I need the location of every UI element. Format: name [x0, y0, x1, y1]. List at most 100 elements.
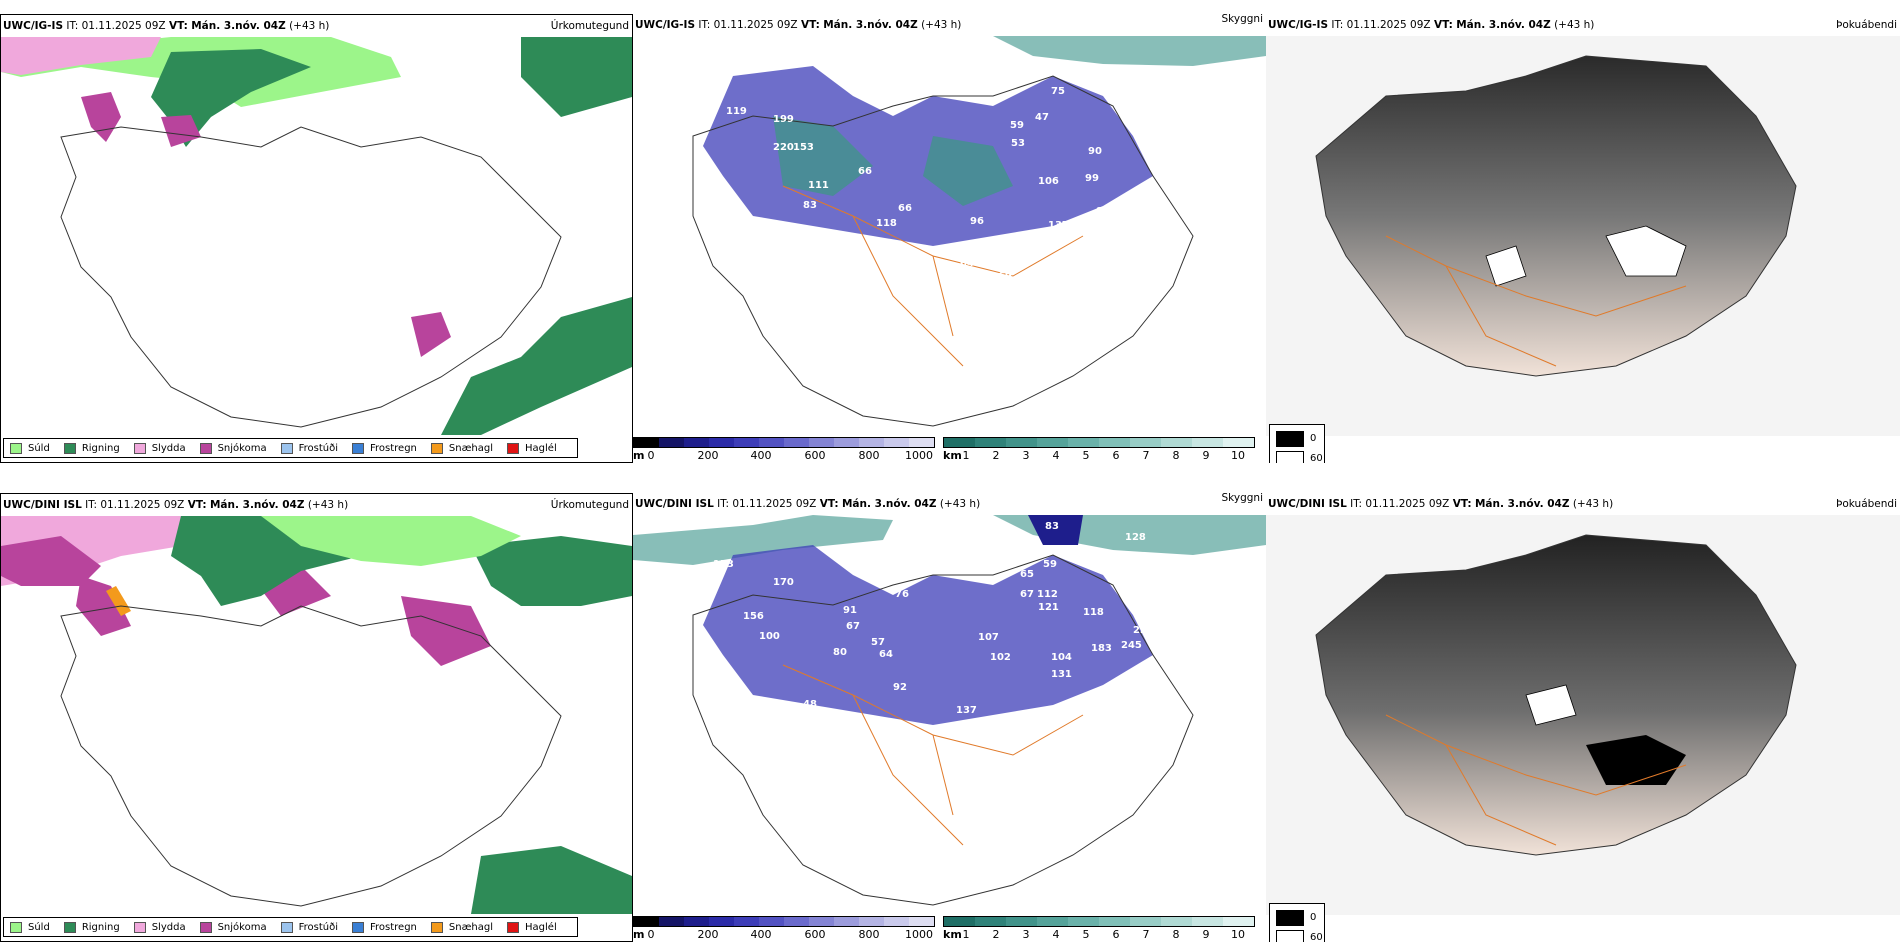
cloud-base-label: 168 — [1108, 250, 1129, 261]
precip-type-legend: Súld Rigning Slydda Snjókoma Frostúði Fr… — [3, 917, 578, 937]
cloud-base-label: 136 — [833, 233, 854, 244]
cloud-base-label: 162 — [1136, 206, 1157, 217]
legend-item: Slydda — [133, 442, 186, 454]
model-name: UWC/IG-IS — [1268, 19, 1329, 31]
cloud-base-label: 156 — [743, 611, 764, 622]
valid-time: Mán. 3.nóv. 04Z — [209, 499, 305, 511]
low-visibility-area — [773, 116, 1013, 206]
cloud-base-label: 60 — [936, 857, 950, 868]
fog-indicator-panel-igis: UWC/IG-IS IT: 01.11.2025 09Z VT: Mán. 3.… — [1266, 14, 1900, 463]
init-time: IT: 01.11.2025 09Z — [85, 499, 185, 511]
ceiling-tick: 200 — [697, 449, 719, 462]
cloud-base-label: 100 — [759, 631, 780, 642]
visibility-map: 83 70 59 128 118 183 221 245 153 170 156… — [633, 515, 1266, 911]
precip-snow-area — [1, 536, 491, 666]
fog-free-area — [1485, 225, 1687, 287]
legend-item: Haglél — [507, 921, 557, 933]
valid-time-label: VT: — [800, 19, 820, 31]
init-time: IT: 01.11.2025 09Z — [66, 20, 166, 32]
ceiling-tick: 600 — [804, 449, 826, 462]
cloud-base-label: 65 — [1020, 569, 1034, 580]
init-time: IT: 01.11.2025 09Z — [698, 19, 798, 31]
lead-time: (+43 h) — [1572, 498, 1614, 510]
legend-item: Snjókoma — [199, 442, 267, 454]
cloud-base-label: 221 — [1133, 625, 1154, 636]
cloud-base-label: 112 — [1037, 589, 1058, 600]
cloud-base-label: 121 — [1038, 602, 1059, 613]
panel-header: UWC/IG-IS IT: 01.11.2025 09Z VT: Mán. 3.… — [1, 15, 632, 37]
cloud-base-label: 59 — [1043, 559, 1057, 570]
panel-header: UWC/IG-IS IT: 01.11.2025 09Z VT: Mán. 3.… — [1266, 14, 1900, 36]
iceland-landmass — [1315, 55, 1797, 377]
visibility-unit: km — [943, 449, 962, 462]
cloud-base-label: 135 — [1028, 230, 1049, 241]
ceiling-tick: 800 — [858, 449, 880, 462]
init-time: IT: 01.11.2025 09Z — [717, 498, 817, 510]
road-network — [1385, 235, 1687, 367]
legend-swatch — [10, 442, 22, 454]
cloud-base-label: 53 — [1011, 138, 1025, 149]
cloud-base-labels: 75 47 90 99 59 53 106 89 162 259 168 119… — [726, 86, 1157, 282]
visibility-unit: km — [943, 928, 962, 941]
cloud-base-label: 106 — [1038, 176, 1059, 187]
cloud-base-label: 90 — [1088, 146, 1102, 157]
cloud-base-label: 75 — [1051, 86, 1065, 97]
model-name: UWC/DINI ISL — [1268, 498, 1347, 510]
fog-map — [1266, 515, 1900, 915]
precip-type-panel-dini: UWC/DINI ISL IT: 01.11.2025 09Z VT: Mán.… — [0, 493, 633, 942]
low-visibility-area — [993, 36, 1266, 66]
panel-header: UWC/DINI ISL IT: 01.11.2025 09Z VT: Mán.… — [1266, 493, 1900, 515]
cloud-base-label: 92 — [893, 682, 907, 693]
cloud-base-label: 67 — [846, 621, 860, 632]
panel-title: Þokuábendi — [1836, 19, 1897, 31]
cloud-base-label: 102 — [990, 652, 1011, 663]
model-name: UWC/DINI ISL — [635, 498, 714, 510]
cloud-base-label: 119 — [726, 106, 747, 117]
fog-legend-label: 0 — [1310, 433, 1317, 444]
cloud-base-label: 259 — [1083, 238, 1104, 249]
cloud-base-label: 153 — [793, 142, 814, 153]
cloud-base-label: 220 — [773, 142, 794, 153]
panel-header: UWC/IG-IS IT: 01.11.2025 09Z VT: Mán. 3.… — [633, 14, 1266, 36]
legend-item: Snjókoma — [199, 921, 267, 933]
cloud-base-label: 69 — [998, 271, 1012, 282]
cloud-base-label: 183 — [1091, 643, 1112, 654]
legend-item: Frostregn — [352, 442, 417, 454]
fog-map-svg — [1266, 36, 1900, 436]
cloud-base-label: 111 — [808, 180, 829, 191]
ceiling-tick: 1000 — [905, 449, 933, 462]
precip-type-legend: Súld Rigning Slydda Snjókoma Frostúði Fr… — [3, 438, 578, 458]
cloud-base-label: 107 — [978, 632, 999, 643]
iceland-coastline — [60, 126, 562, 428]
cloud-base-label: 137 — [956, 705, 977, 716]
cloud-base-label: 76 — [895, 589, 909, 600]
valid-time-label: VT: — [1433, 19, 1453, 31]
fog-indicator-panel-dini: UWC/DINI ISL IT: 01.11.2025 09Z VT: Mán.… — [1266, 493, 1900, 942]
cloud-base-label: 64 — [960, 258, 974, 269]
ceiling-tick: 400 — [750, 449, 772, 462]
panel-header: UWC/DINI ISL IT: 01.11.2025 09Z VT: Mán.… — [633, 493, 1266, 515]
dense-fog-area — [1586, 735, 1686, 785]
cloud-base-label: 107 — [1051, 757, 1072, 768]
visibility-map-svg: 75 47 90 99 59 53 106 89 162 259 168 119… — [633, 36, 1266, 432]
legend-item: Snæhagl — [430, 921, 493, 933]
cloud-base-label: 91 — [843, 605, 857, 616]
cloud-base-label: 67 — [1020, 589, 1034, 600]
cloud-base-label: 89 — [1096, 206, 1110, 217]
cloud-base-labels: 83 70 59 128 118 183 221 245 153 170 156… — [713, 521, 1154, 868]
valid-time: Mán. 3.nóv. 04Z — [1456, 19, 1551, 31]
ceiling-colorbar: m 0 200 400 600 800 1000 — [633, 916, 938, 942]
valid-time: Mán. 3.nóv. 04Z — [1474, 498, 1570, 510]
init-time: IT: 01.11.2025 09Z — [1350, 498, 1450, 510]
fog-map — [1266, 36, 1900, 436]
cloud-base-label: 137 — [1048, 220, 1069, 231]
cloud-base-label: 80 — [833, 647, 847, 658]
precip-rain-area — [171, 516, 632, 606]
legend-item: Súld — [10, 442, 50, 454]
cloud-base-label: 83 — [1045, 521, 1059, 532]
legend-item: Frostúði — [280, 921, 338, 933]
cloud-base-label: 64 — [879, 649, 893, 660]
cloud-base-label: 199 — [773, 114, 794, 125]
ceiling-unit: m — [633, 928, 645, 941]
cloud-base-label: 48 — [803, 699, 817, 710]
